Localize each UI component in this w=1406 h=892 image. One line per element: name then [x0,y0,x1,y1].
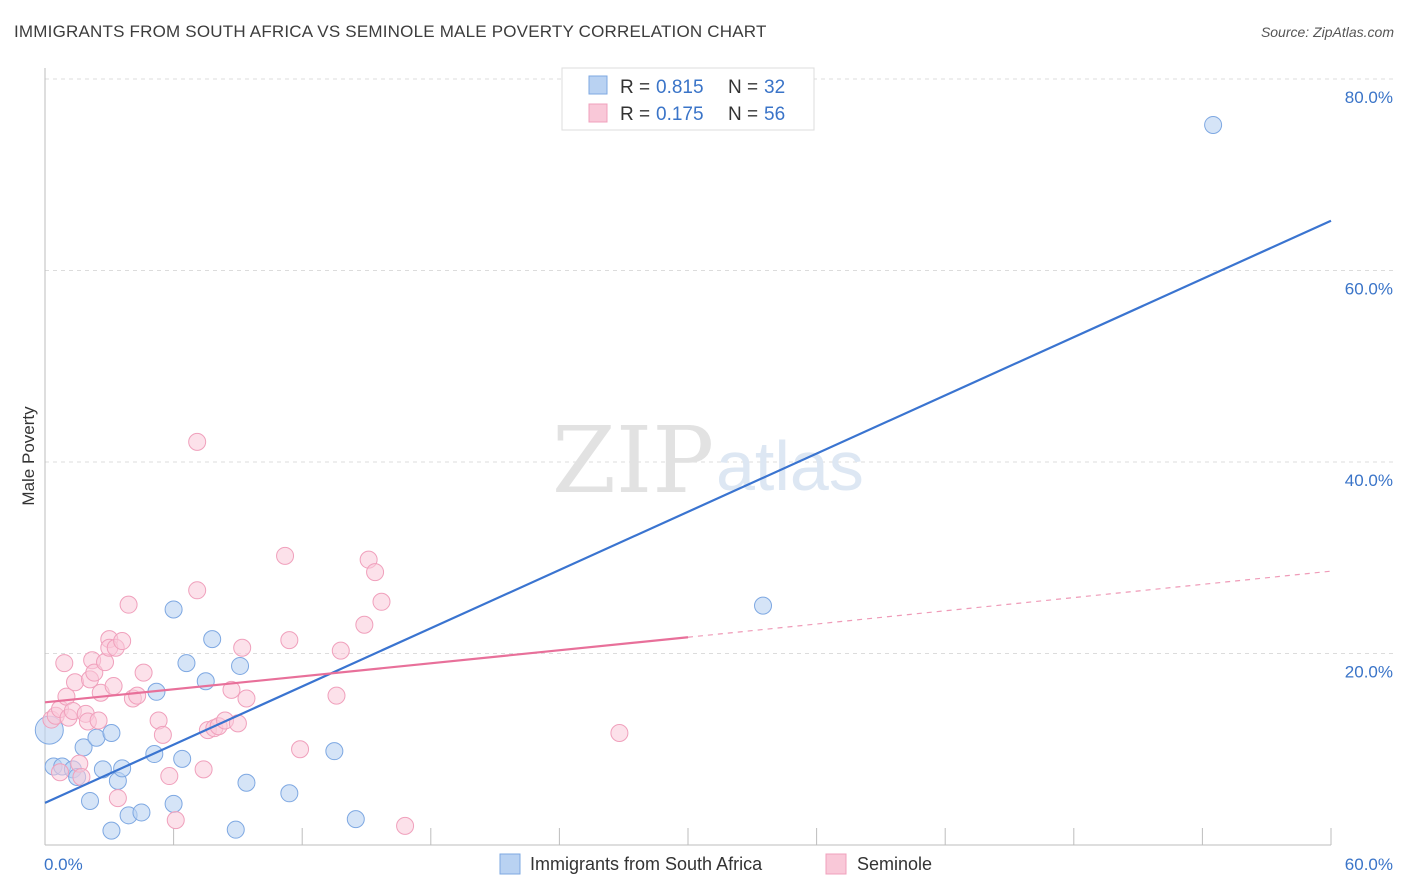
y-tick-label: 40.0% [1345,471,1393,490]
x-tick-label-max: 60.0% [1345,855,1393,874]
chart-title: IMMIGRANTS FROM SOUTH AFRICA VS SEMINOLE… [14,22,767,41]
data-point-seminole [355,615,374,634]
y-axis-label: Male Poverty [19,406,38,506]
legend-n-value-2: 56 [764,104,785,125]
grid-lines [45,78,1393,654]
data-point-seminole [233,638,252,657]
data-point-immigrants [226,820,245,839]
data-point-seminole [128,686,147,705]
data-point-immigrants [280,784,299,803]
y-tick-labels: 20.0% 40.0% 60.0% 80.0% [1345,88,1393,682]
data-point-seminole [119,595,138,614]
series-seminole-points [42,432,629,835]
data-point-seminole [188,432,207,451]
data-point-seminole [51,763,70,782]
bottom-legend-swatch-seminole [825,853,847,875]
data-point-seminole [66,673,85,692]
data-point-seminole [194,760,213,779]
trendlines [44,219,1332,804]
legend-n-value-1: 32 [764,77,785,98]
legend-r-value-2: 0.175 [656,104,704,125]
data-point-immigrants [164,600,183,619]
source-credit: Source: ZipAtlas.com [1260,24,1394,40]
data-point-immigrants [87,728,106,747]
data-point-seminole [108,789,127,808]
data-point-seminole [85,663,104,682]
data-point-immigrants [102,821,121,840]
data-point-seminole [134,663,153,682]
data-point-immigrants [132,803,151,822]
data-point-immigrants [164,794,183,813]
data-point-seminole [237,689,256,708]
data-point-seminole [276,546,295,565]
data-point-seminole [331,641,350,660]
x-tick-label-min: 0.0% [44,855,83,874]
data-point-immigrants [231,656,250,675]
data-point-seminole [55,654,74,673]
bottom-legend-swatch-immigrants [499,853,521,875]
bottom-legend-label-immigrants: Immigrants from South Africa [530,854,763,874]
data-point-seminole [327,686,346,705]
data-point-immigrants [203,630,222,649]
legend-r-value-1: 0.815 [656,77,704,98]
x-tick-marks [44,828,1332,845]
watermark-zip: ZIP [552,407,714,514]
bottom-legend-label-seminole: Seminole [857,854,932,874]
legend-swatch-immigrants [588,75,608,95]
data-point-immigrants [325,742,344,761]
data-point-seminole [396,816,415,835]
data-point-seminole [280,631,299,650]
legend-box: R = 0.815 N = 32 R = 0.175 N = 56 [561,67,815,131]
data-point-seminole [610,723,629,742]
data-point-immigrants [346,810,365,829]
y-tick-label: 80.0% [1345,88,1393,107]
data-point-seminole [222,680,241,699]
trendline-seminole-extension [687,570,1332,638]
legend-r-label-2: R = [620,104,650,125]
data-point-immigrants [177,654,196,673]
data-point-immigrants [237,773,256,792]
trendline-seminole [44,636,689,704]
data-point-seminole [291,740,310,759]
trendline-immigrants [44,219,1332,804]
data-point-seminole [113,632,132,651]
data-point-seminole [366,563,385,582]
data-point-immigrants [102,723,121,742]
data-point-seminole [188,581,207,600]
y-tick-label: 60.0% [1345,280,1393,299]
data-point-seminole [160,767,179,786]
y-tick-label: 20.0% [1345,663,1393,682]
data-point-seminole [372,592,391,611]
data-point-immigrants [93,760,112,779]
data-point-immigrants [754,596,773,615]
legend-r-label-1: R = [620,77,650,98]
legend-n-label-2: N = [728,104,758,125]
bottom-legend: Immigrants from South Africa Seminole [499,853,932,875]
data-point-seminole [153,725,172,744]
data-point-seminole [166,811,185,830]
data-point-seminole [89,711,108,730]
legend-swatch-seminole [588,103,608,123]
data-point-immigrants [81,791,100,810]
data-point-immigrants [173,749,192,768]
data-point-seminole [104,677,123,696]
legend-n-label-1: N = [728,77,758,98]
data-point-immigrants [1204,115,1223,134]
